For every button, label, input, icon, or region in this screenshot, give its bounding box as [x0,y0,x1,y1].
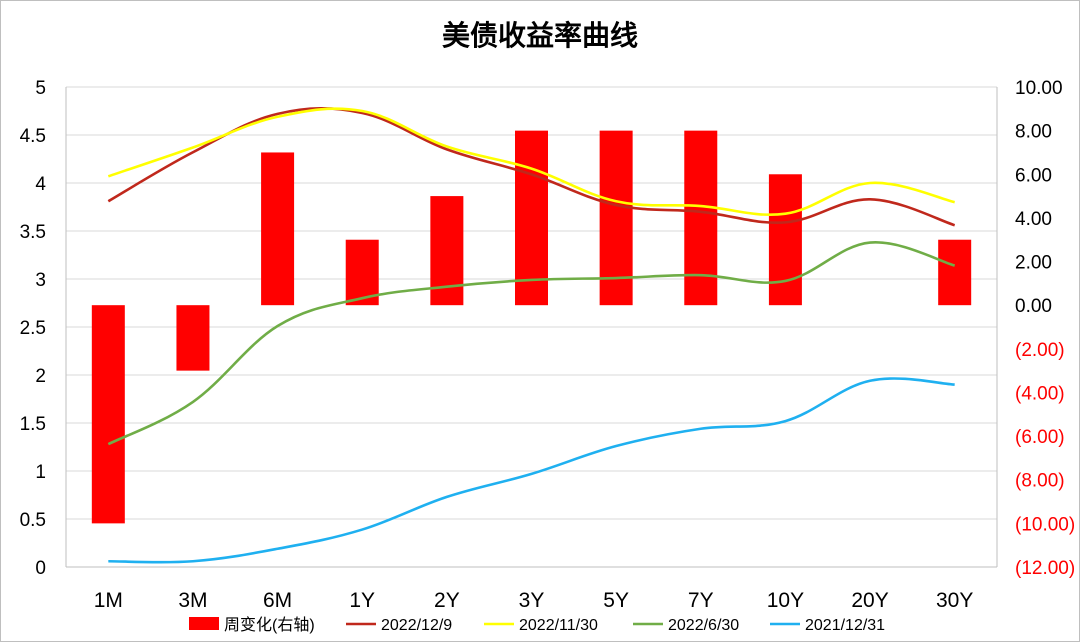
legend-label: 2022/6/30 [668,617,739,634]
bar [261,152,295,306]
bar [938,239,972,306]
series-line [107,107,956,227]
right-tick-label: (12.00) [1015,558,1075,579]
left-tick-label: 4 [35,174,46,195]
right-tick-label: (6.00) [1015,427,1065,448]
series-line [108,377,955,564]
right-tick-label: (8.00) [1015,471,1065,492]
left-tick-label: 1.5 [20,414,46,435]
legend-swatch [189,617,219,630]
series-line [107,241,956,446]
x-tick-label: 7Y [688,589,714,612]
x-tick-label: 20Y [851,589,888,612]
right-tick-label: (2.00) [1015,340,1065,361]
bar [91,305,125,524]
left-tick-label: 2.5 [20,318,46,339]
left-tick-label: 2 [35,366,46,387]
legend-label: 2021/12/31 [805,617,885,634]
left-tick-label: 3.5 [20,222,46,243]
axis-layer: 0 0.5 1 1.5 2 2.5 3 3.5 4 4.5 5 (12.00) (10.00) (8.00… [20,78,1076,612]
x-tick-label: 6M [263,589,292,612]
x-tick-label: 10Y [767,589,804,612]
right-tick-label: 2.00 [1015,253,1052,274]
left-tick-label: 0.5 [20,510,46,531]
x-tick-label: 3Y [519,589,545,612]
line-layer [107,107,956,564]
right-tick-label: 4.00 [1015,209,1052,230]
legend-label: 周变化(右轴) [224,616,315,634]
right-tick-label: 8.00 [1015,122,1052,143]
left-tick-label: 4.5 [20,126,46,147]
chart-title: 美债收益率曲线 [441,19,638,52]
left-tick-label: 3 [35,270,46,291]
legend-label: 2022/11/30 [519,617,598,634]
x-tick-label: 3M [178,589,207,612]
x-tick-label: 1Y [349,589,375,612]
bar [599,130,633,306]
right-tick-label: 10.00 [1015,78,1063,99]
bar [345,239,379,306]
x-tick-label: 30Y [936,589,973,612]
bar [176,305,210,371]
bar [684,130,718,306]
x-tick-label: 5Y [603,589,629,612]
x-tick-label: 2Y [434,589,460,612]
series-line [107,107,955,217]
bar-layer [91,130,972,524]
left-tick-label: 5 [35,78,46,99]
legend-layer: 周变化(右轴) 2022/12/9 2022/11/30 2022/6/30 2021/… [189,616,885,634]
x-tick-label: 1M [94,589,123,612]
left-tick-label: 1 [35,462,46,483]
right-tick-label: (4.00) [1015,383,1065,404]
right-tick-label: 0.00 [1015,296,1052,317]
left-tick-label: 0 [35,558,46,579]
legend-label: 2022/12/9 [381,617,452,634]
bar [768,174,802,306]
right-tick-label: 6.00 [1015,165,1052,186]
right-tick-label: (10.00) [1015,514,1075,535]
bar [515,130,548,306]
